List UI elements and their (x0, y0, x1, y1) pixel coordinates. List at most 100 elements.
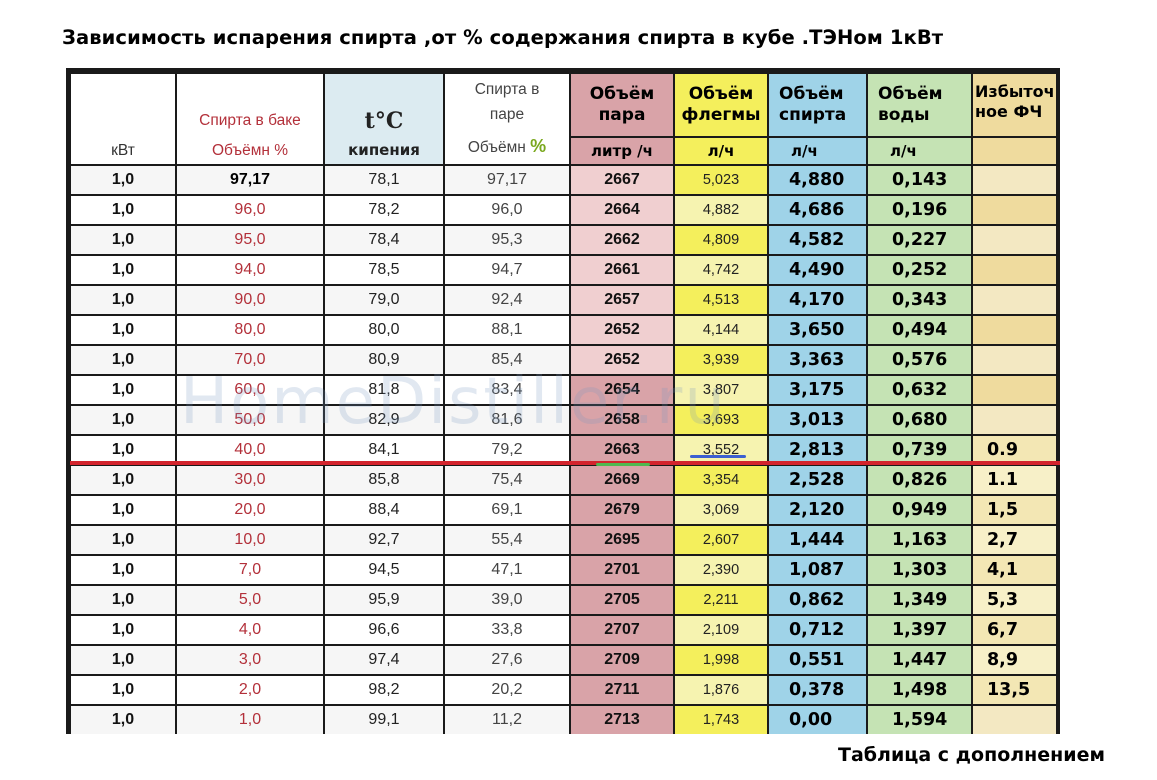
header-col7-unit-text: л/ч (890, 142, 917, 160)
table-cell: 2,120 (769, 496, 866, 524)
table-cell: 1,447 (868, 646, 971, 674)
cell-value: 2713 (604, 711, 640, 728)
cell-value: 1,0 (111, 351, 135, 368)
table-cell: 55,4 (445, 526, 569, 554)
cell-value: 79,0 (368, 291, 400, 308)
cell-value: 2701 (604, 561, 640, 578)
table-cell: 96,0 (445, 196, 569, 224)
header-col7: Объём воды (868, 74, 971, 136)
cell-value: 95,3 (491, 231, 523, 248)
table-cell: 2713 (571, 706, 673, 734)
table-cell: 0,680 (868, 406, 971, 434)
header-col4-unit: литр /ч (571, 138, 673, 164)
table-cell: 2679 (571, 496, 673, 524)
cell-value: 1,0 (111, 591, 135, 608)
cell-value: 4,882 (702, 202, 740, 218)
cell-value: 1,0 (111, 261, 135, 278)
cell-value: 2667 (604, 171, 640, 188)
table-cell (973, 376, 1056, 404)
cell-value: 2709 (604, 651, 640, 668)
table-cell: 0,227 (868, 226, 971, 254)
cell-value: 2695 (604, 531, 640, 548)
table-cell: 96,0 (177, 196, 323, 224)
table-cell: 0,343 (868, 286, 971, 314)
table-cell: 2,0 (177, 676, 323, 704)
cell-value: 0,551 (789, 650, 845, 670)
table-cell: 0,712 (769, 616, 866, 644)
cell-value: 1,303 (892, 560, 948, 580)
table-cell: 50,0 (177, 406, 323, 434)
table-cell: 1,0 (71, 496, 175, 524)
table-cell: 3,552 (675, 436, 767, 464)
table-cell: 2,813 (769, 436, 866, 464)
table-cell: 88,4 (325, 496, 443, 524)
cell-value: 92,7 (368, 531, 400, 548)
header-col5-unit-text: л/ч (707, 142, 735, 160)
table-cell: 2,7 (973, 526, 1056, 554)
table-cell: 4,170 (769, 286, 866, 314)
table-cell: 2,109 (675, 616, 767, 644)
cell-value: 1,5 (987, 500, 1019, 520)
table-cell: 3,693 (675, 406, 767, 434)
cell-value: 0,680 (892, 410, 948, 430)
table-cell: 1,876 (675, 676, 767, 704)
header-col7-line1: Объём (878, 83, 943, 104)
cell-value: 55,4 (491, 531, 523, 548)
cell-value: 2,813 (789, 440, 845, 460)
table-cell: 3,069 (675, 496, 767, 524)
header-alcohol-in-vapor-line3: Объёмн % (468, 135, 546, 158)
table-cell: 1.1 (973, 466, 1056, 494)
cell-value: 2,120 (789, 500, 845, 520)
table-cell: 2664 (571, 196, 673, 224)
header-alcohol-in-tank: Спирта в баке Объёмн % (177, 74, 323, 164)
cell-value: 1,594 (892, 710, 948, 730)
cell-value: 0,378 (789, 680, 845, 700)
table-cell: 0,143 (868, 166, 971, 194)
table-cell: 4,809 (675, 226, 767, 254)
table-cell: 2654 (571, 376, 673, 404)
cell-value: 10,0 (234, 531, 266, 548)
table-cell: 0,00 (769, 706, 866, 734)
cell-value: 20,2 (491, 681, 523, 698)
table-cell: 2661 (571, 256, 673, 284)
cell-value: 80,9 (368, 351, 400, 368)
table-cell: 1,0 (71, 166, 175, 194)
cell-value: 8,9 (987, 650, 1019, 670)
cell-value: 4,513 (702, 292, 740, 308)
table-cell: 3,175 (769, 376, 866, 404)
table-cell (973, 166, 1056, 194)
table-cell: 1,0 (71, 676, 175, 704)
cell-value: 2,0 (238, 681, 262, 698)
cell-value: 84,1 (368, 441, 400, 458)
cell-value: 4,170 (789, 290, 845, 310)
cell-value: 1,0 (111, 411, 135, 428)
table-cell (973, 406, 1056, 434)
header-col7-line2: воды (878, 105, 930, 125)
header-col6-line2: спирта (779, 105, 847, 125)
cell-value: 70,0 (234, 351, 266, 368)
table-cell: 82,9 (325, 406, 443, 434)
cell-value: 2679 (604, 501, 640, 518)
cell-value: 4,0 (238, 621, 262, 638)
table-cell: 1,0 (71, 256, 175, 284)
table-cell: 1,5 (973, 496, 1056, 524)
table-cell: 40,0 (177, 436, 323, 464)
cell-value: 0.9 (987, 440, 1019, 460)
table-cell: 1,0 (177, 706, 323, 734)
cell-value: 4,144 (702, 322, 740, 338)
cell-value: 1,0 (111, 501, 135, 518)
table-cell: 96,6 (325, 616, 443, 644)
table-cell: 1,743 (675, 706, 767, 734)
table-cell: 0,862 (769, 586, 866, 614)
cell-value: 80,0 (234, 321, 266, 338)
header-col4-unit-text: литр /ч (591, 142, 653, 160)
table-cell: 60,0 (177, 376, 323, 404)
header-boiling-temp-symbol: t°C (364, 107, 404, 134)
cell-value: 3,552 (702, 442, 740, 458)
cell-value: 95,0 (234, 231, 266, 248)
cell-value: 94,5 (368, 561, 400, 578)
table-cell: 1,0 (71, 706, 175, 734)
table-cell: 39,0 (445, 586, 569, 614)
cell-value: 1,447 (892, 650, 948, 670)
